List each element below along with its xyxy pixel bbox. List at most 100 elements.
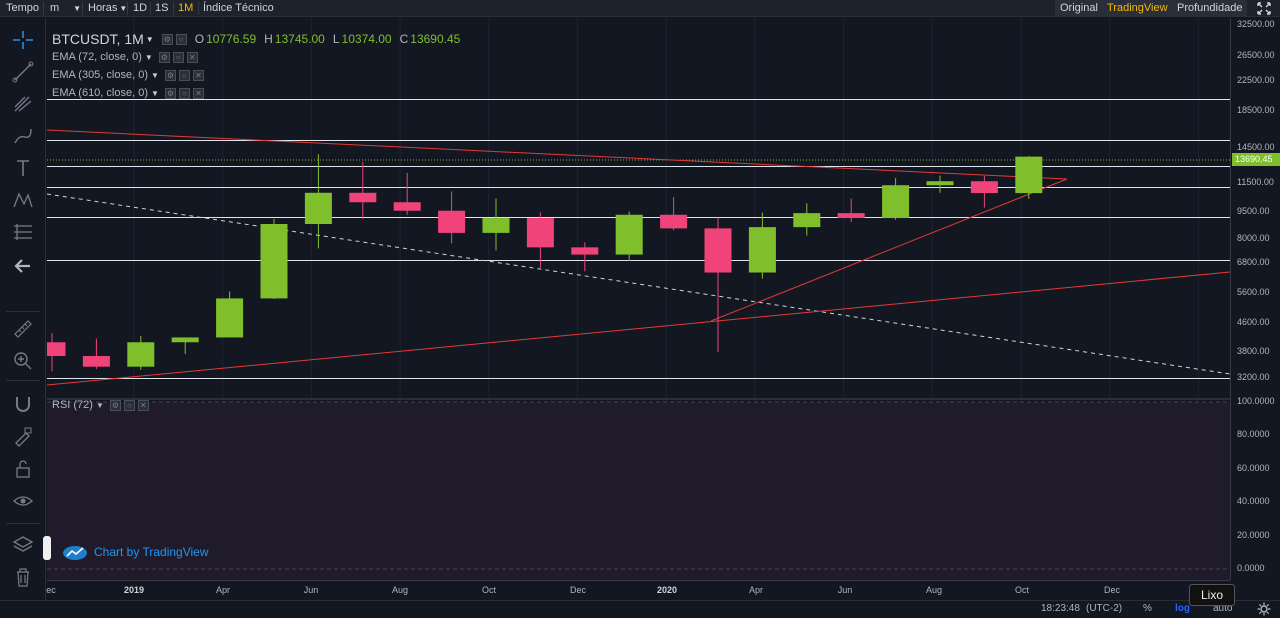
close-icon[interactable]: ✕ (137, 399, 149, 411)
symbol-title[interactable]: BTCUSDT, 1M (52, 31, 144, 47)
ema-610-label[interactable]: EMA (610, close, 0) (52, 87, 148, 99)
price-chart[interactable] (47, 18, 1230, 580)
text-icon[interactable] (11, 157, 35, 179)
view-depth-button[interactable]: Profundidade (1172, 0, 1248, 17)
timeframe-1d-button[interactable]: 1D (133, 2, 148, 14)
hide-icon[interactable]: ○ (172, 51, 184, 63)
toolbar-divider (82, 2, 83, 15)
unlock-icon[interactable] (11, 458, 35, 480)
close-icon[interactable]: ✕ (192, 69, 204, 81)
price-scale[interactable]: 32500.00 26500.00 22500.00 18500.00 14500.00… (1230, 18, 1280, 580)
settings-icon[interactable]: ⚙ (158, 51, 170, 63)
view-original-button[interactable]: Original (1055, 0, 1103, 17)
time-tick-label: Jun (837, 585, 853, 595)
close-icon[interactable]: ✕ (192, 87, 204, 99)
zoom-in-icon[interactable] (11, 349, 35, 371)
toolbar-divider (127, 2, 128, 15)
ema-72-label[interactable]: EMA (72, close, 0) (52, 51, 142, 63)
ema-305-label[interactable]: EMA (305, close, 0) (52, 69, 148, 81)
toolbar-divider (6, 523, 40, 524)
rsi-label[interactable]: RSI (72) (52, 399, 93, 411)
auto-toggle[interactable]: auto (1213, 603, 1233, 614)
close-icon[interactable]: ✕ (186, 51, 198, 63)
rsi-pane-background (47, 402, 1230, 580)
minutes-dropdown[interactable]: m ▼ (46, 0, 85, 17)
pitchfork-icon[interactable] (11, 93, 35, 115)
hide-icon[interactable]: ○ (175, 33, 187, 45)
candle-body (748, 227, 776, 273)
candle-body (438, 210, 466, 233)
trend-line-icon[interactable] (11, 61, 35, 83)
settings-icon[interactable]: ⚙ (161, 33, 173, 45)
toolbar-divider (173, 2, 174, 15)
candle-body (882, 185, 910, 219)
caret-down-icon[interactable]: ▼ (151, 88, 159, 98)
rsi-legend: RSI (72) ▼ ⚙ ○ ✕ (52, 399, 149, 411)
candle-body (1015, 156, 1043, 194)
time-axis[interactable]: ec 2019 Apr Jun Aug Oct Dec 2020 Apr Jun Aug Oct Dec (46, 580, 1230, 600)
candle (704, 217, 732, 352)
candle (260, 218, 288, 299)
crosshair-icon[interactable] (11, 29, 35, 51)
minutes-dropdown-label: m (50, 2, 60, 14)
long-term-support-line (47, 271, 1230, 386)
timeframe-1s-button[interactable]: 1S (155, 2, 169, 14)
log-toggle[interactable]: log (1175, 603, 1190, 614)
rsi-tick-label: 100.0000 (1237, 396, 1275, 406)
time-tick-label: Oct (481, 585, 497, 595)
price-tick-label: 5600.00 (1237, 286, 1270, 297)
ruler-icon[interactable] (11, 317, 35, 339)
hide-icon[interactable]: ○ (178, 87, 190, 99)
high-value: 13745.00 (274, 32, 325, 46)
gear-icon[interactable] (1257, 602, 1271, 616)
caret-down-icon[interactable]: ▼ (145, 34, 154, 44)
candle (482, 198, 510, 251)
caret-down-icon[interactable]: ▼ (144, 52, 153, 62)
pattern-icon[interactable] (11, 189, 35, 211)
ema-row: EMA (72, close, 0) ▼ ⚙ ○ ✕ (52, 48, 460, 66)
pane-resize-handle[interactable] (43, 536, 51, 560)
magnet-icon[interactable] (11, 393, 35, 415)
candle (82, 338, 110, 369)
percent-toggle[interactable]: % (1143, 603, 1152, 614)
timeframe-1m-button[interactable]: 1M (178, 2, 194, 14)
tradingview-watermark[interactable]: Chart by TradingView (62, 543, 209, 561)
lock-drawing-icon[interactable] (11, 425, 35, 447)
candle-body (393, 202, 421, 211)
candle-body (526, 218, 554, 248)
settings-icon[interactable]: ⚙ (109, 399, 121, 411)
timezone[interactable]: (UTC-2) (1086, 603, 1123, 614)
price-tick-label: 6800.00 (1237, 257, 1270, 268)
indicators-button[interactable]: Índice Técnico (203, 2, 274, 14)
candle (47, 333, 66, 372)
descending-resistance-line (47, 129, 1068, 180)
ema-row: EMA (305, close, 0) ▼ ⚙ ○ ✕ (52, 66, 460, 84)
expand-arrows-icon[interactable] (1256, 1, 1272, 16)
fib-retracement-icon[interactable] (11, 221, 35, 243)
candle-body (837, 213, 865, 219)
hide-icon[interactable]: ○ (178, 69, 190, 81)
brush-icon[interactable] (11, 125, 35, 147)
rsi-tick-label: 60.0000 (1237, 462, 1270, 473)
candle (127, 335, 155, 370)
settings-icon[interactable]: ⚙ (164, 87, 176, 99)
view-tradingview-button[interactable]: TradingView (1102, 0, 1173, 17)
candle (571, 242, 599, 272)
trash-icon[interactable] (11, 566, 35, 588)
watermark-text: Chart by TradingView (94, 545, 209, 559)
hours-dropdown[interactable]: Horas ▼ (84, 0, 131, 17)
eye-icon[interactable] (11, 490, 35, 512)
ascending-support-line (710, 178, 1068, 322)
hide-icon[interactable]: ○ (123, 399, 135, 411)
caret-down-icon[interactable]: ▼ (95, 400, 104, 410)
open-value: 10776.59 (206, 32, 257, 46)
caret-down-icon[interactable]: ▼ (151, 70, 159, 80)
time-tick-label: ec (46, 585, 56, 595)
chart-area[interactable] (47, 18, 1230, 580)
layers-icon[interactable] (11, 533, 35, 555)
price-tick-label: 22500.00 (1237, 74, 1275, 85)
settings-icon[interactable]: ⚙ (164, 69, 176, 81)
back-arrow-icon[interactable] (11, 255, 35, 277)
